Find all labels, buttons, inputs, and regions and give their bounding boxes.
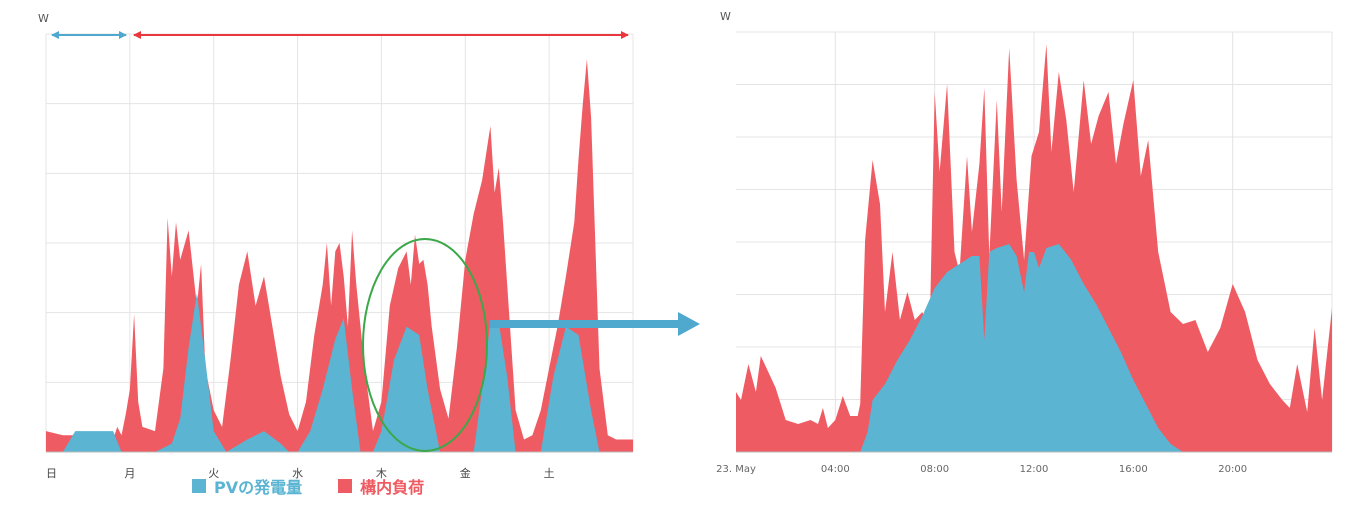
daily-pv-area — [736, 244, 1332, 452]
legend: PVの発電量 構内負荷 — [192, 474, 460, 498]
daily-x-tick-label: 08:00 — [920, 464, 949, 475]
weekly-unit-label: W — [38, 12, 49, 25]
daily-load-area — [736, 44, 1332, 452]
legend-label-pv: PVの発電量 — [214, 478, 303, 497]
highlight-ellipse — [362, 238, 488, 452]
weekly-chart: W 日 月 火 水 木 金 土 — [38, 12, 634, 480]
daily-x-tick-label: 23. May — [716, 464, 756, 475]
zoom-arrow — [490, 312, 700, 336]
daily-x-ticks: 23. May 04:00 08:00 12:00 16:00 20:00 — [716, 464, 1247, 475]
weekly-x-tick-label: 月 — [124, 467, 135, 480]
weekly-x-tick-label: 水 — [292, 467, 303, 480]
legend-label-load: 構内負荷 — [360, 478, 425, 497]
legend-item-pv: PVの発電量 — [192, 474, 302, 498]
weekly-grid — [45, 33, 634, 453]
weekly-x-tick-label: 木 — [376, 467, 387, 480]
weekly-x-tick-label: 日 — [46, 467, 57, 480]
daily-unit-label: W — [720, 10, 731, 23]
legend-swatch-load — [338, 479, 353, 493]
weekly-x-tick-label: 金 — [460, 466, 471, 480]
daily-x-tick-label: 12:00 — [1020, 464, 1049, 475]
legend-item-load: 構内負荷 — [338, 474, 424, 498]
weekly-x-ticks: 日月火水木金土 — [46, 466, 555, 480]
weekly-x-tick-label: 土 — [544, 467, 555, 480]
weekly-pv-area — [46, 293, 633, 452]
daily-x-tick-label: 04:00 — [821, 464, 850, 475]
weekly-x-tick-label: 火 — [208, 467, 219, 480]
daily-x-tick-label: 20:00 — [1218, 464, 1247, 475]
daily-chart: W 23. May 04:00 08:00 12:00 16:00 20:00 — [716, 10, 1333, 475]
legend-swatch-pv — [192, 479, 206, 493]
daily-x-tick-label: 16:00 — [1119, 464, 1148, 475]
